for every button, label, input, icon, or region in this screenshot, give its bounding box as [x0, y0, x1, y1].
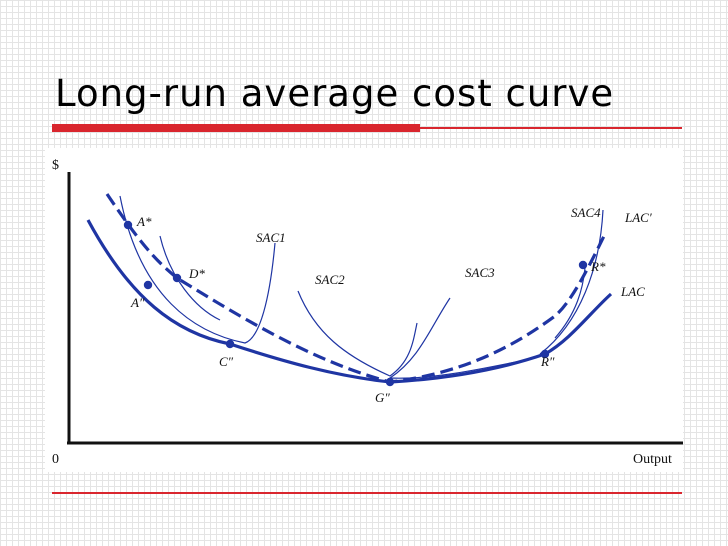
d-star-label: D*	[189, 266, 205, 281]
point-g-double-prime	[385, 377, 395, 387]
footer-rule	[52, 492, 682, 494]
sac4-label: SAC4	[571, 205, 601, 220]
a-star-label: A*	[137, 214, 152, 229]
a-double-prime-label: A″	[131, 295, 145, 310]
sac1-curve	[119, 195, 276, 344]
lac-prime-curve	[105, 193, 607, 384]
r-star-label: R*	[591, 259, 606, 274]
title-underline-thick	[52, 124, 420, 132]
sac1-inner-curve	[159, 235, 221, 321]
sac1-label: SAC1	[256, 230, 286, 245]
g-double-prime-label: G″	[375, 390, 390, 405]
lac-label: LAC	[621, 284, 645, 299]
c-double-prime-label: C″	[219, 354, 234, 369]
x-axis-label: Output	[633, 452, 672, 467]
title-underline-thin	[420, 127, 682, 129]
lac-curve	[86, 219, 613, 384]
slide-title: Long-run average cost curve	[55, 72, 615, 115]
point-r-double-prime	[540, 349, 550, 359]
origin-label: 0	[52, 452, 59, 467]
sac3-label: SAC3	[465, 265, 495, 280]
sac2-curve	[297, 290, 418, 377]
point-a-star	[123, 220, 133, 230]
point-a-double-prime	[143, 280, 153, 290]
cost-curve-diagram: $ 0 Output SAC1 SAC2 SAC3 SAC4 LAC′ LAC …	[45, 148, 683, 472]
r-double-prime-label: R″	[541, 354, 555, 369]
point-r-star	[578, 260, 588, 270]
point-d-star	[172, 273, 182, 283]
diagram-canvas	[67, 172, 683, 445]
lac-prime-label: LAC′	[625, 210, 652, 225]
y-axis-label: $	[52, 158, 59, 173]
sac2-label: SAC2	[315, 272, 345, 287]
sac4-curve	[539, 209, 604, 355]
point-c-double-prime	[225, 339, 235, 349]
